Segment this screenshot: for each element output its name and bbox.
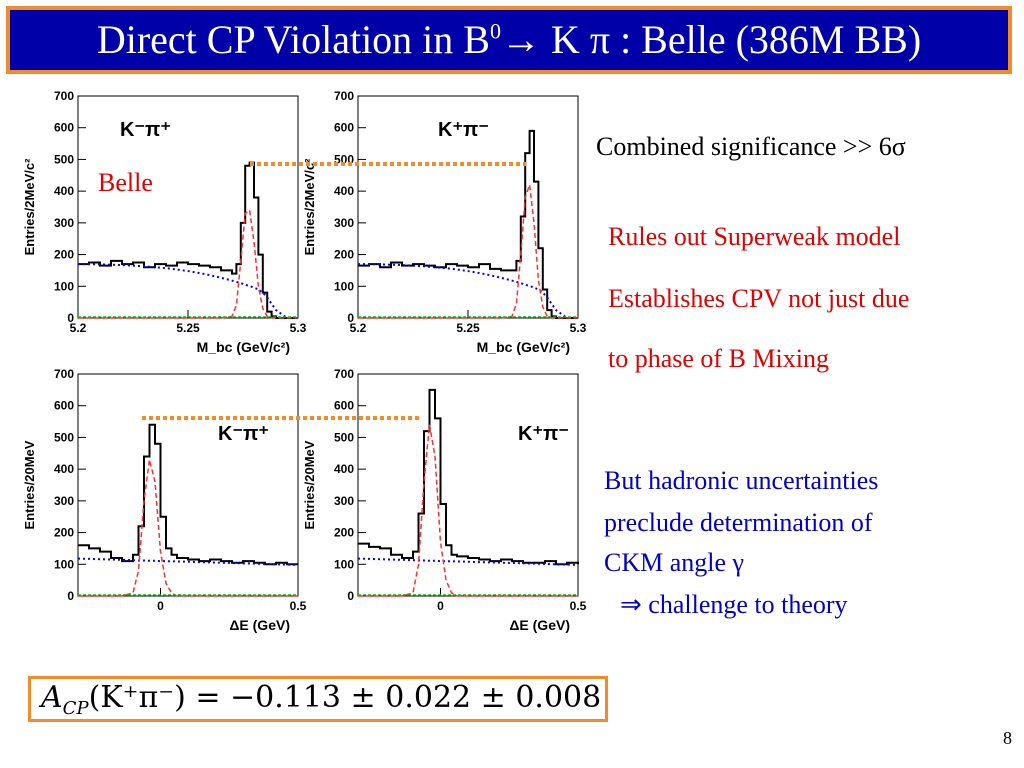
- plot-frame: [357, 95, 579, 319]
- series-background: [357, 557, 579, 566]
- x-tick-label: 5.3: [290, 321, 307, 335]
- y-tick-label: 100: [54, 279, 74, 293]
- plot-frame: [77, 95, 299, 319]
- y-tick-label: 600: [54, 399, 74, 413]
- y-axis-label: Entries/2MeV/c²: [302, 158, 317, 255]
- y-tick-label: 700: [334, 89, 354, 103]
- x-tick-label: 0.5: [570, 599, 587, 613]
- series-background: [77, 557, 299, 566]
- y-tick-label: 300: [334, 494, 354, 508]
- channel-label: K⁺π⁻: [518, 423, 569, 445]
- y-tick-label: 300: [54, 216, 74, 230]
- y-tick-label: 300: [334, 216, 354, 230]
- slide-title: Direct CP Violation in B0→ K π : Belle (…: [96, 17, 922, 62]
- x-tick-label: 0: [437, 599, 444, 613]
- y-tick-label: 400: [334, 462, 354, 476]
- y-tick-label: 700: [54, 89, 74, 103]
- point-superweak: Rules out Superweak model: [608, 222, 901, 251]
- y-tick-label: 0: [347, 589, 354, 603]
- y-tick-label: 200: [334, 526, 354, 540]
- y-tick-label: 200: [54, 526, 74, 540]
- significance-text: Combined significance >> 6σ: [596, 132, 906, 161]
- y-tick-label: 600: [54, 121, 74, 135]
- y-tick-label: 0: [347, 311, 354, 325]
- x-tick-label: 5.2: [350, 321, 367, 335]
- series-data: [358, 388, 579, 566]
- x-tick-label: 5.25: [456, 321, 480, 335]
- acp-formula: ACP(K⁺π⁻) = −0.113 ± 0.022 ± 0.008: [41, 679, 602, 719]
- page-number: 8: [1003, 728, 1012, 748]
- belle-label: Belle: [98, 168, 153, 197]
- y-tick-label: 700: [54, 367, 74, 381]
- acp-formula-box: ACP(K⁺π⁻) = −0.113 ± 0.022 ± 0.008: [28, 676, 608, 722]
- y-tick-label: 400: [54, 184, 74, 198]
- y-tick-label: 200: [334, 248, 354, 262]
- x-axis-label: M_bc (GeV/c²): [477, 339, 570, 355]
- x-axis-label: M_bc (GeV/c²): [197, 339, 290, 355]
- plot-frame: [357, 373, 579, 597]
- chart-de-kminus-piplus: 0 100 200 300 400 500 600 700 0 0.5 Entries/20MeV Δ…: [22, 367, 307, 633]
- y-tick-label: 100: [54, 557, 74, 571]
- y-tick-label: 400: [334, 184, 354, 198]
- channel-label: K⁻π⁺: [120, 119, 171, 141]
- y-tick-label: 600: [334, 399, 354, 413]
- series-signal: [358, 184, 578, 319]
- x-tick-label: 0: [157, 599, 164, 613]
- note-line2: preclude determination of: [604, 508, 873, 537]
- y-tick-label: 600: [334, 121, 354, 135]
- y-tick-label: 400: [54, 462, 74, 476]
- y-tick-label: 100: [334, 557, 354, 571]
- channel-label: K⁻π⁺: [218, 423, 269, 445]
- slide-title-box: Direct CP Violation in B0→ K π : Belle (…: [6, 6, 1012, 74]
- x-tick-label: 0.5: [290, 599, 307, 613]
- x-tick-label: 5.25: [176, 321, 200, 335]
- y-tick-label: 500: [334, 430, 354, 444]
- series-data: [78, 161, 298, 319]
- channel-label: K⁺π⁻: [438, 119, 489, 141]
- y-tick-label: 100: [334, 279, 354, 293]
- y-tick-label: 300: [54, 494, 74, 508]
- chart-de-kplus-piminus: 0 100 200 300 400 500 600 700 0 0.5 Entries/20MeV Δ…: [302, 367, 587, 633]
- x-axis-label: ΔE (GeV): [509, 617, 570, 633]
- note-line4: ⇒ challenge to theory: [620, 590, 848, 619]
- chart-mbc-kminus-piplus: 0 100 200 300 400 500 600 700 5.2 5.25 5.3 Entries/…: [22, 89, 307, 355]
- series-data: [78, 423, 298, 566]
- note-line1: But hadronic uncertainties: [604, 466, 879, 495]
- y-tick-label: 500: [54, 152, 74, 166]
- y-tick-label: 500: [54, 430, 74, 444]
- y-axis-label: Entries/20MeV: [302, 440, 317, 529]
- y-axis-label: Entries/2MeV/c²: [22, 158, 37, 255]
- y-tick-label: 0: [67, 311, 74, 325]
- series-signal: [78, 459, 298, 597]
- series-signal: [358, 424, 578, 597]
- x-axis-label: ΔE (GeV): [229, 617, 290, 633]
- y-tick-label: 0: [67, 589, 74, 603]
- x-tick-label: 5.2: [70, 321, 87, 335]
- point-cpv-line1: Establishes CPV not just due: [608, 284, 910, 313]
- y-tick-label: 700: [334, 367, 354, 381]
- y-tick-label: 200: [54, 248, 74, 262]
- note-line3: CKM angle γ: [604, 548, 745, 577]
- y-axis-label: Entries/20MeV: [22, 440, 37, 529]
- x-tick-label: 5.3: [570, 321, 587, 335]
- series-signal: [78, 208, 298, 319]
- point-cpv-line2: to phase of B Mixing: [608, 344, 829, 373]
